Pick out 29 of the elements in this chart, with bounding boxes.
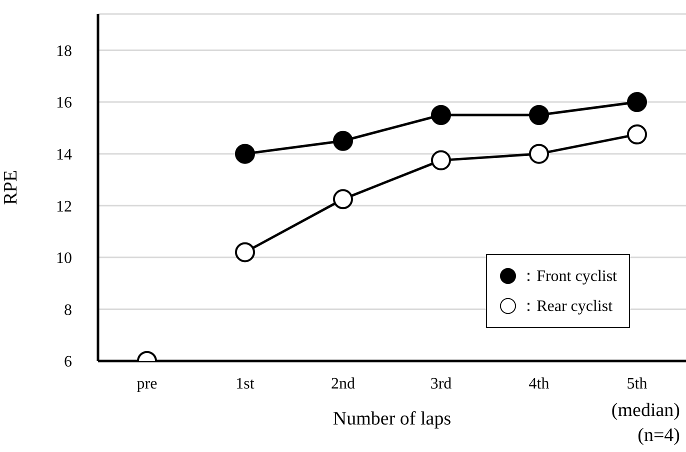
legend-label: ：Rear cyclist	[520, 296, 613, 316]
text: (n=4)	[638, 425, 680, 447]
point	[529, 144, 549, 164]
point	[333, 130, 353, 151]
point	[333, 189, 353, 210]
point	[235, 242, 255, 262]
x-tick-label: 3rd	[430, 375, 452, 392]
y-tick-label: 18	[56, 42, 72, 60]
point	[627, 92, 647, 112]
x-tick-label: 4th	[528, 375, 550, 392]
y-tick-label: 8	[64, 302, 72, 319]
point	[627, 124, 647, 144]
x-tick-label: 2nd	[331, 375, 355, 392]
text: (median)	[611, 400, 680, 422]
x-axis-title: Number of laps	[332, 408, 452, 430]
x-tick-label: pre	[136, 375, 158, 392]
x-tick-label: 5th	[626, 375, 648, 392]
y-tick-label: 6	[64, 354, 72, 371]
y-tick-label: 14	[56, 146, 72, 164]
y-axis-title: RPE	[0, 170, 22, 205]
y-tick-label: 10	[56, 250, 72, 268]
point	[529, 104, 549, 125]
point	[431, 150, 451, 170]
y-tick-label: 12	[56, 198, 72, 216]
y-tick-label: 16	[56, 94, 72, 112]
x-tick-label: 1st	[236, 375, 255, 392]
legend-label: ：Front cyclist	[520, 266, 617, 286]
point	[431, 104, 451, 125]
point	[235, 144, 255, 164]
